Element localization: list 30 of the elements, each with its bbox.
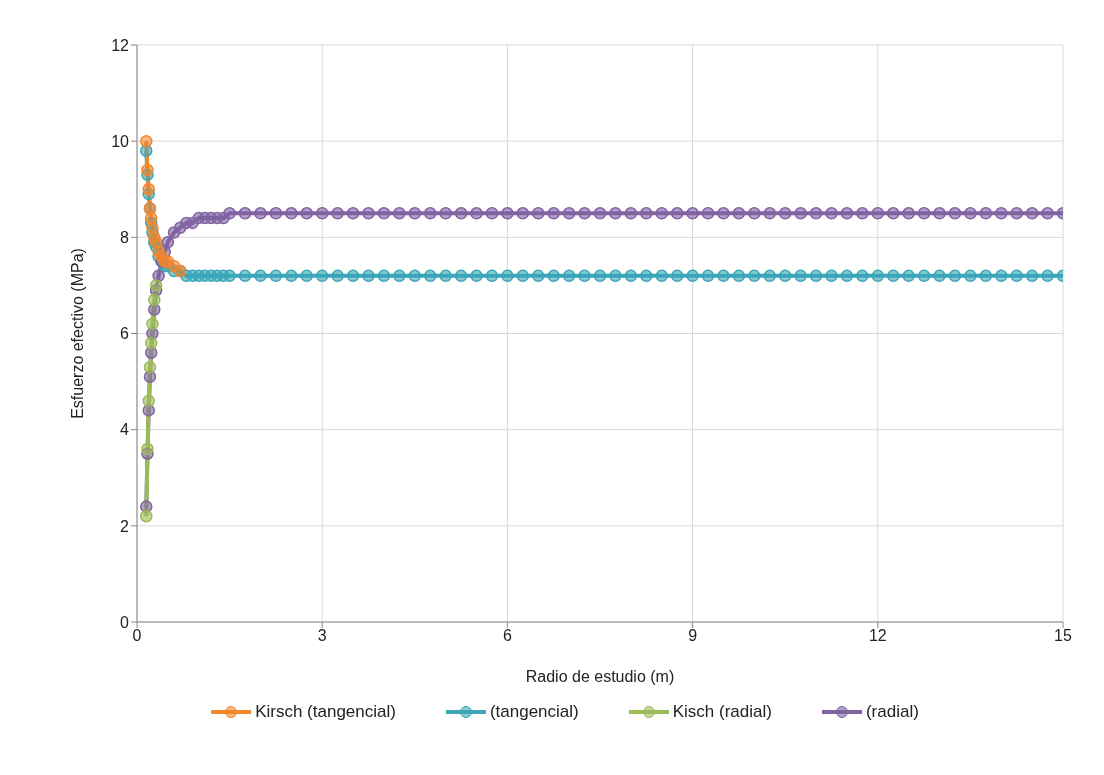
x-axis-title: Radio de estudio (m) (525, 668, 675, 685)
legend-label: (radial) (865, 702, 919, 722)
y-tick-label: 8 (120, 229, 130, 247)
legend-label: (tangencial) (489, 702, 579, 722)
point (146, 317, 159, 331)
x-tick-label: 6 (502, 627, 512, 645)
legend-label: Kisch (radial) (672, 702, 772, 722)
y-tick-label: 4 (120, 421, 130, 439)
y-tick-label: 10 (111, 132, 130, 150)
y-tick-label: 6 (120, 325, 130, 343)
point (140, 134, 153, 148)
x-tick-label: 3 (317, 627, 327, 645)
point (143, 360, 157, 374)
point (142, 394, 155, 408)
y-axis-title: Esfuerzo efectivo (MPa) (68, 248, 86, 419)
x-tick-label: 0 (132, 627, 142, 645)
x-tick-label: 15 (1054, 627, 1072, 645)
x-tick-label: 12 (868, 627, 887, 645)
point (140, 509, 153, 523)
y-tick-label: 12 (111, 36, 130, 54)
x-tick-label: 9 (688, 627, 698, 645)
y-tick-label: 2 (120, 517, 130, 535)
point (141, 163, 154, 177)
point (149, 279, 163, 292)
y-tick-label: 0 (120, 613, 130, 631)
point (142, 183, 155, 196)
point (144, 336, 158, 350)
point (141, 442, 154, 456)
point (148, 293, 161, 307)
legend-label: Kirsch (tangencial) (255, 702, 396, 722)
